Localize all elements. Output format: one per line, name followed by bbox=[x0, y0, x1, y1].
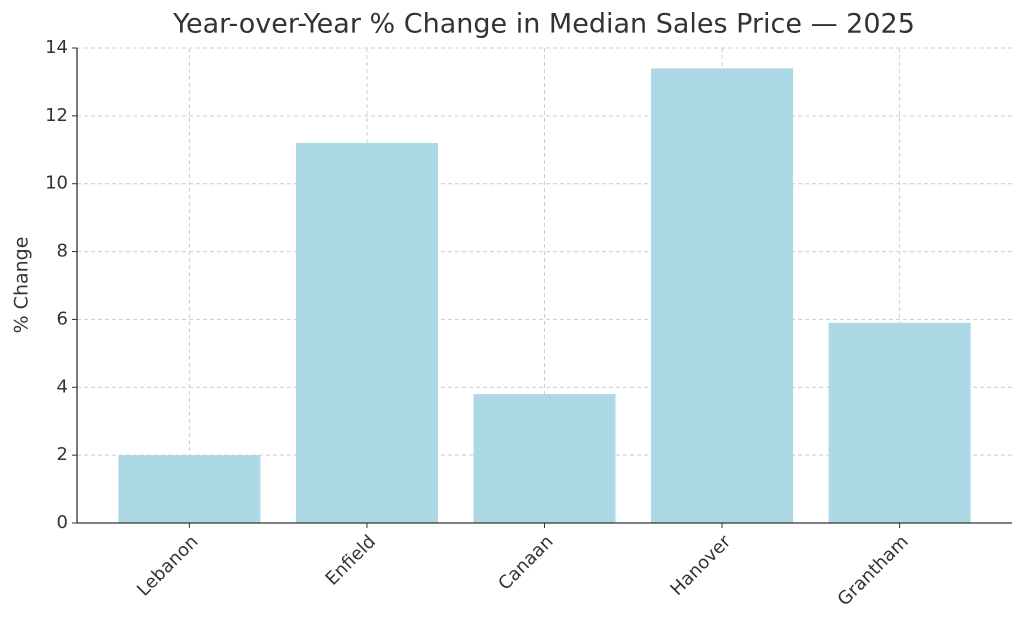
bar bbox=[651, 68, 794, 523]
x-tick-label: Grantham bbox=[834, 531, 913, 610]
y-tick-label: 14 bbox=[45, 37, 68, 58]
bar bbox=[118, 455, 261, 523]
y-tick-label: 4 bbox=[57, 376, 68, 397]
y-tick-label: 6 bbox=[57, 308, 68, 329]
chart-title: Year-over-Year % Change in Median Sales … bbox=[172, 9, 915, 40]
x-tick-label: Hanover bbox=[666, 531, 735, 600]
bar bbox=[473, 394, 616, 523]
y-tick-label: 12 bbox=[45, 105, 68, 126]
y-tick-label: 0 bbox=[57, 512, 68, 533]
bar bbox=[295, 143, 438, 523]
x-tick-label: Enfield bbox=[322, 531, 380, 589]
y-tick-label: 8 bbox=[57, 241, 68, 262]
y-tick-label: 2 bbox=[57, 444, 68, 465]
y-axis-label: % Change bbox=[11, 237, 33, 334]
x-tick-label: Lebanon bbox=[133, 531, 202, 600]
x-tick-label: Canaan bbox=[494, 531, 557, 594]
bar bbox=[828, 322, 971, 523]
y-tick-label: 10 bbox=[45, 173, 68, 194]
